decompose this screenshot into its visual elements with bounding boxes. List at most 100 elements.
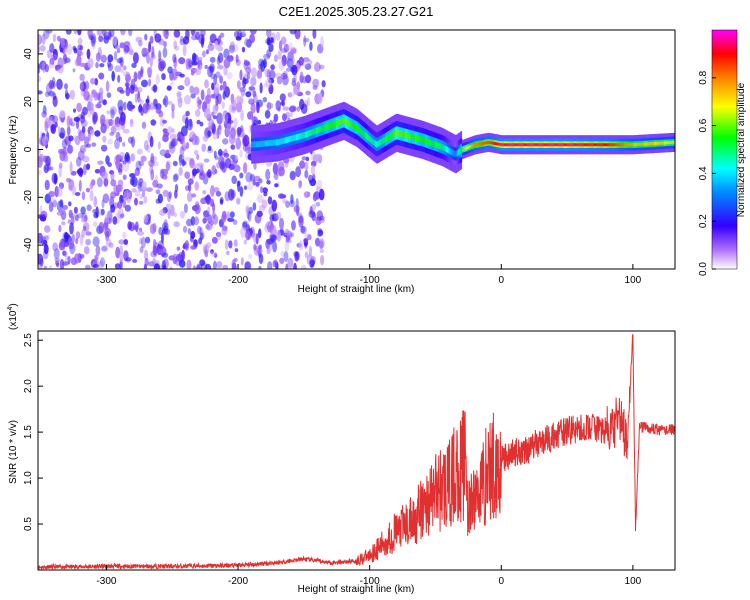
- noise-blob: [312, 192, 318, 202]
- ridge-cell: [296, 134, 298, 141]
- noise-blob: [146, 66, 153, 76]
- noise-blob: [226, 72, 233, 80]
- noise-blob: [239, 186, 244, 197]
- noise-blob: [212, 202, 216, 213]
- noise-blob: [127, 158, 131, 164]
- noise-blob: [103, 35, 110, 44]
- noise-blob: [211, 82, 215, 91]
- noise-blob: [83, 90, 90, 101]
- noise-blob: [137, 230, 145, 236]
- ridge-cell: [533, 143, 535, 147]
- noise-blob: [282, 199, 288, 204]
- noise-blob: [193, 86, 200, 96]
- ridge-cell: [360, 128, 363, 135]
- ridge-cell: [442, 144, 445, 151]
- noise-blob: [253, 243, 257, 251]
- ridge-cell: [467, 146, 469, 150]
- ridge-cell: [329, 123, 331, 129]
- noise-blob: [95, 61, 99, 69]
- ridge-cell: [536, 143, 538, 147]
- noise-blob: [219, 32, 225, 38]
- ridge-cell: [308, 130, 310, 137]
- noise-blob: [150, 155, 158, 161]
- noise-blob: [132, 52, 139, 64]
- noise-blob: [261, 199, 268, 209]
- noise-blob: [289, 112, 293, 118]
- snr-ylabel: SNR (10 * v/v): [8, 420, 19, 484]
- ridge-cell: [326, 124, 328, 131]
- noise-blob: [231, 106, 236, 113]
- ridge-cell: [423, 137, 426, 144]
- ridge-cell: [382, 137, 385, 144]
- noise-blob: [298, 180, 302, 188]
- noise-blob: [115, 123, 123, 131]
- noise-blob: [158, 50, 162, 62]
- noise-blob: [124, 152, 130, 162]
- noise-blob: [98, 72, 105, 80]
- noise-blob: [51, 54, 58, 61]
- ridge-cell: [353, 123, 355, 130]
- noise-blob: [119, 213, 125, 219]
- noise-blob: [311, 211, 317, 222]
- noise-blob: [124, 204, 131, 212]
- ridge-cell: [274, 139, 276, 146]
- noise-blob: [217, 64, 224, 70]
- noise-blob: [81, 229, 85, 239]
- ridge-cell: [473, 143, 475, 147]
- noise-blob: [74, 135, 81, 146]
- ridge-cell: [346, 119, 348, 126]
- noise-blob: [190, 245, 197, 250]
- noise-blob: [240, 88, 245, 97]
- noise-blob: [251, 67, 257, 79]
- noise-blob: [198, 172, 206, 180]
- noise-blob: [115, 246, 121, 259]
- noise-blob: [266, 30, 272, 38]
- noise-blob: [187, 178, 194, 185]
- noise-blob: [122, 231, 127, 239]
- noise-blob: [146, 52, 150, 64]
- noise-blob: [221, 101, 225, 110]
- noise-blob: [193, 149, 199, 156]
- noise-blob: [248, 98, 255, 105]
- noise-blob: [45, 30, 53, 34]
- noise-blob: [77, 30, 82, 36]
- ridge-cell: [589, 143, 591, 147]
- noise-blob: [227, 117, 232, 130]
- noise-blob: [291, 64, 298, 76]
- noise-blob: [231, 175, 237, 185]
- ridge-cell: [575, 143, 577, 147]
- noise-blob: [44, 179, 50, 191]
- noise-blob: [157, 240, 165, 250]
- ridge-cell: [437, 142, 439, 149]
- ridge-cell: [627, 143, 629, 147]
- noise-blob: [252, 202, 257, 211]
- noise-blob: [129, 103, 134, 112]
- noise-blob: [288, 56, 296, 65]
- ridge-cell: [588, 143, 590, 147]
- noise-blob: [87, 58, 94, 69]
- ridge-cell: [639, 142, 642, 146]
- noise-blob: [110, 191, 116, 199]
- noise-blob: [293, 251, 298, 257]
- noise-blob: [173, 40, 178, 49]
- ridge-cell: [671, 141, 673, 144]
- noise-blob: [165, 149, 170, 157]
- ridge-cell: [255, 141, 257, 148]
- ridge-cell: [617, 143, 619, 147]
- ridge-cell: [293, 135, 295, 141]
- ridge-cell: [628, 143, 630, 147]
- ridge-cell: [448, 147, 450, 154]
- noise-blob: [182, 36, 190, 45]
- noise-blob: [216, 162, 221, 169]
- noise-blob: [75, 119, 80, 130]
- x-tick-label: -100: [360, 576, 380, 587]
- noise-blob: [75, 237, 79, 245]
- noise-blob: [268, 37, 274, 44]
- ridge-cell: [281, 138, 284, 145]
- noise-blob: [44, 225, 51, 233]
- noise-blob: [253, 162, 257, 170]
- noise-blob: [178, 167, 183, 176]
- ridge-cell: [302, 132, 305, 139]
- noise-blob: [85, 187, 91, 193]
- noise-blob: [319, 215, 325, 221]
